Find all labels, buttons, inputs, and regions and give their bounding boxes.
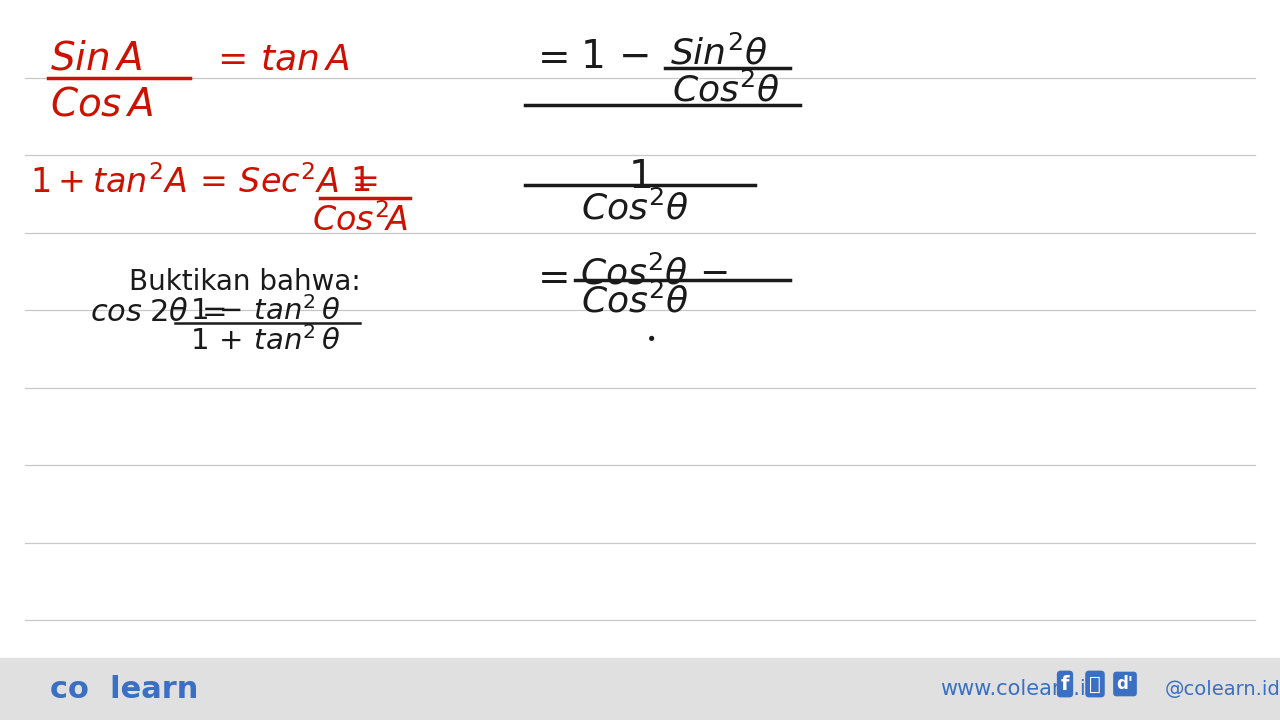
Text: $=\,tan\,A$: $=\,tan\,A$ [210,42,349,76]
Text: $Sin^{2}\theta$: $Sin^{2}\theta$ [669,35,768,71]
Text: $1\,+\,tan^{2}\,\theta$: $1\,+\,tan^{2}\,\theta$ [189,326,340,356]
Text: $Cos^{2}\!A$: $Cos^{2}\!A$ [312,203,408,238]
Text: f: f [1061,675,1069,693]
Text: ⓞ: ⓞ [1089,675,1101,693]
Bar [0,658,1280,720]
Text: d': d' [1116,675,1134,693]
Text: $Cos^{2}\theta\,-$: $Cos^{2}\theta\,-$ [580,255,728,291]
Text: $cos\;2\theta\;=$: $cos\;2\theta\;=$ [90,298,227,327]
Text: $Sin\,A$: $Sin\,A$ [50,40,142,78]
Text: www.colearn.id: www.colearn.id [940,679,1100,699]
Text: $=$: $=$ [530,38,568,76]
Text: @colearn.id: @colearn.id [1165,680,1280,698]
Text: $Cos^{2}\theta$: $Cos^{2}\theta$ [581,190,689,226]
Text: $Cos^{2}\theta$: $Cos^{2}\theta$ [581,283,689,319]
Text: $1+tan^{2}A\,=\,Sec^{2}A\,=\,$: $1+tan^{2}A\,=\,Sec^{2}A\,=\,$ [29,165,378,199]
Text: $Cos^{2}\theta$: $Cos^{2}\theta$ [672,72,781,108]
Text: Buktikan bahwa:: Buktikan bahwa: [129,268,361,296]
Text: $1\,-\,tan^{2}\,\theta$: $1\,-\,tan^{2}\,\theta$ [189,296,340,326]
Text: $Cos\,A$: $Cos\,A$ [50,85,154,123]
Text: $\bullet$: $\bullet$ [645,328,655,346]
Text: $1\,-$: $1\,-$ [580,38,649,76]
Text: $=$: $=$ [530,258,568,296]
Text: $1$: $1$ [349,165,370,198]
Text: $1$: $1$ [628,158,652,196]
Text: co  learn: co learn [50,675,198,703]
